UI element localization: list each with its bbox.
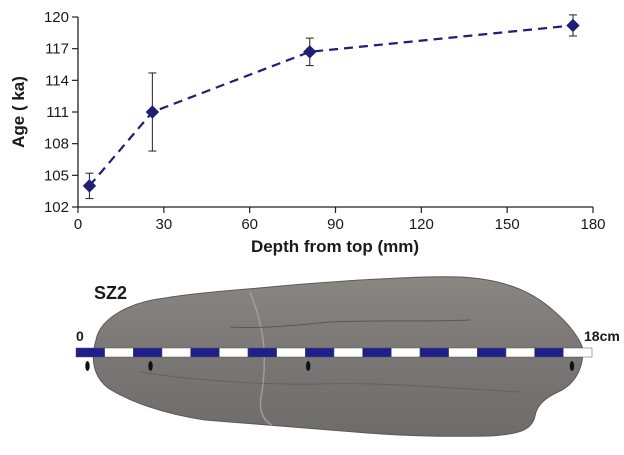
- scale-segment: [362, 347, 392, 358]
- scale-segment: [563, 347, 593, 358]
- y-tick-label: 120: [44, 9, 69, 26]
- y-tick-label: 102: [44, 199, 69, 216]
- specimen-label: SZ2: [94, 283, 127, 303]
- data-markers: [82, 18, 580, 193]
- y-tick-label: 108: [44, 136, 69, 153]
- drill-hole: [306, 361, 311, 371]
- scale-segment: [104, 347, 134, 358]
- scale-end-label: 18cm: [584, 328, 620, 344]
- scale-segment: [190, 347, 220, 358]
- scale-segment: [75, 347, 105, 358]
- scale-segment: [133, 347, 163, 358]
- scale-segment: [391, 347, 421, 358]
- data-point: [303, 45, 317, 59]
- sample-drill-holes: [85, 361, 575, 371]
- scale-segment: [534, 347, 564, 358]
- y-tick-label: 114: [45, 72, 69, 89]
- x-tick-label: 30: [155, 216, 172, 233]
- x-tick-label: 150: [495, 216, 520, 233]
- scale-bar: [75, 347, 593, 358]
- data-point: [145, 105, 160, 119]
- specimen-photo: SZ2 0 18cm: [75, 276, 620, 437]
- x-tick-label: 180: [580, 216, 605, 233]
- age-depth-chart: 0 30 60 90 120 150 180 102 105 108 111 114 117 120 D…: [9, 9, 606, 256]
- scale-segment: [448, 347, 478, 358]
- drill-hole: [148, 361, 153, 371]
- scale-start-label: 0: [76, 328, 84, 344]
- error-bars: [85, 14, 577, 200]
- series-line: [88, 24, 574, 187]
- x-tick-label: 120: [409, 216, 434, 233]
- x-axis-title: Depth from top (mm): [251, 237, 419, 256]
- x-tick-label: 0: [74, 216, 82, 233]
- scale-segment: [219, 347, 249, 358]
- scale-segment: [333, 347, 363, 358]
- rock-crack-lower: [139, 371, 521, 393]
- x-tick-label: 90: [327, 216, 344, 233]
- scale-segment: [276, 347, 306, 358]
- scale-segment: [161, 347, 191, 358]
- y-axis-title: Age ( ka): [9, 76, 28, 148]
- y-ticks: 102 105 108 111 114 117 120: [44, 9, 78, 216]
- data-point: [82, 179, 97, 193]
- x-tick-label: 60: [241, 216, 258, 233]
- data-point: [566, 18, 580, 33]
- scale-segment: [305, 347, 335, 358]
- rock-crack: [229, 319, 471, 329]
- y-tick-label: 117: [45, 41, 69, 58]
- x-ticks: 0 30 60 90 120 150 180: [74, 207, 606, 233]
- scale-segment: [247, 347, 277, 358]
- scale-segment: [477, 347, 507, 358]
- drill-hole: [85, 361, 90, 371]
- scale-segment: [419, 347, 449, 358]
- scale-segment: [505, 347, 535, 358]
- y-tick-label: 105: [44, 167, 69, 184]
- drill-hole: [569, 361, 575, 371]
- y-tick-label: 111: [46, 104, 69, 121]
- rock-vein: [249, 291, 273, 426]
